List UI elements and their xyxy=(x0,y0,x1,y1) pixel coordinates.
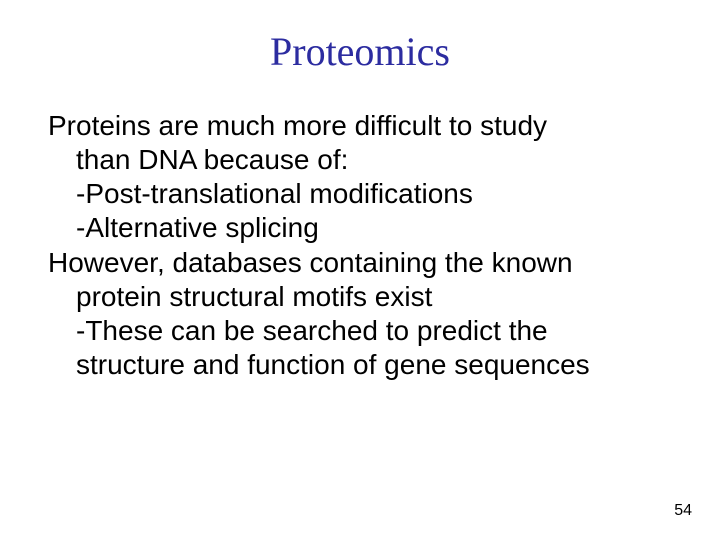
body-line-3: -Post-translational modifications xyxy=(48,177,672,211)
body-line-5: However, databases containing the known xyxy=(48,246,672,280)
slide-container: Proteomics Proteins are much more diffic… xyxy=(0,0,720,540)
body-line-1: Proteins are much more difficult to stud… xyxy=(48,109,672,143)
body-line-8: structure and function of gene sequences xyxy=(48,348,672,382)
body-line-2: than DNA because of: xyxy=(48,143,672,177)
body-line-7: -These can be searched to predict the xyxy=(48,314,672,348)
body-line-6: protein structural motifs exist xyxy=(48,280,672,314)
slide-body: Proteins are much more difficult to stud… xyxy=(48,109,672,382)
body-line-4: -Alternative splicing xyxy=(48,211,672,245)
page-number: 54 xyxy=(674,502,692,520)
slide-title: Proteomics xyxy=(48,28,672,75)
